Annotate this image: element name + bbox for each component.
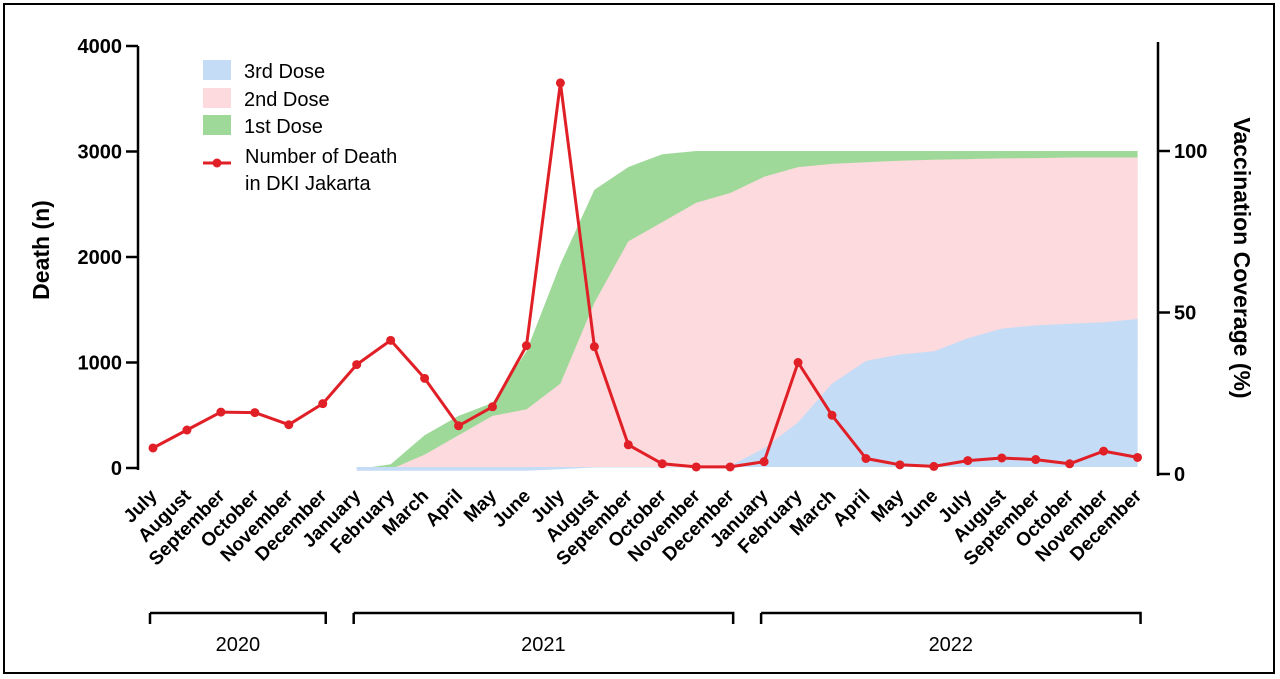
- legend-3rd-dose-swatch: [203, 60, 231, 80]
- death-point: [521, 341, 531, 351]
- left-tick-label: 4000: [78, 36, 123, 58]
- axis-titles: Death (n) Vaccination Coverage (%): [28, 117, 1255, 398]
- month-label: June: [896, 486, 942, 532]
- area-3rd-dose: [356, 319, 1138, 471]
- death-point: [963, 456, 973, 466]
- death-series-line: [152, 81, 1138, 469]
- right-axis-title: Vaccination Coverage (%): [1229, 117, 1255, 398]
- death-point: [793, 358, 803, 367]
- legend-2nd-dose-swatch: [203, 88, 231, 108]
- year-brackets: 2020 2021 2022: [148, 611, 1142, 656]
- year-bracket: [148, 611, 327, 624]
- right-tick-label: 100: [1174, 141, 1207, 163]
- death-point: [555, 78, 565, 88]
- death-point: [488, 402, 497, 412]
- death-point: [386, 335, 396, 345]
- left-tick-label: 2000: [78, 247, 123, 269]
- month-label: April: [422, 486, 467, 531]
- ticks: 0 1000 2000 3000 4000 0 50 100: [78, 36, 1208, 486]
- vaccination-areas: [356, 151, 1138, 471]
- legend-3rd-dose-label: 3rd Dose: [244, 61, 325, 83]
- legend: 3rd Dose 2nd Dose 1st Dose Number of Death i…: [203, 60, 397, 195]
- legend-1st-dose-swatch: [203, 115, 231, 135]
- death-point: [352, 360, 362, 370]
- death-line: [148, 78, 1143, 472]
- death-point: [284, 420, 294, 430]
- year-bracket: [352, 611, 735, 624]
- death-point: [725, 462, 735, 472]
- year-label: 2022: [929, 634, 974, 656]
- death-point: [454, 421, 464, 431]
- death-point: [216, 407, 226, 417]
- year-label: 2020: [216, 634, 261, 656]
- death-point: [148, 443, 158, 453]
- legend-death-marker: [212, 158, 222, 168]
- month-label: June: [489, 486, 535, 532]
- legend-2nd-dose-label: 2nd Dose: [244, 89, 330, 111]
- death-point: [997, 453, 1007, 463]
- death-point: [182, 425, 192, 435]
- death-point: [250, 408, 260, 418]
- death-point: [861, 454, 871, 464]
- right-tick-label: 50: [1174, 303, 1196, 325]
- death-point: [623, 440, 633, 450]
- legend-1st-dose-label: 1st Dose: [244, 116, 323, 138]
- x-axis-labels: JulyAugustSeptemberOctoberNovemberDecemb…: [120, 485, 1147, 570]
- death-point: [1065, 459, 1075, 469]
- year-label: 2021: [521, 634, 566, 656]
- death-point: [827, 410, 837, 420]
- death-point: [759, 457, 769, 467]
- death-point: [929, 461, 939, 471]
- death-point: [420, 373, 430, 383]
- death-point: [1031, 455, 1041, 465]
- legend-death-label: Number of Death: [245, 146, 397, 168]
- legend-death-label: in DKI Jakarta: [245, 173, 371, 195]
- left-axis-title: Death (n): [28, 200, 54, 300]
- left-tick-label: 1000: [78, 353, 123, 375]
- year-bracket: [759, 611, 1142, 624]
- month-label: April: [829, 486, 874, 531]
- left-tick-label: 3000: [78, 142, 123, 164]
- death-point: [657, 459, 667, 469]
- death-point: [318, 399, 328, 409]
- death-point: [895, 460, 905, 470]
- left-tick-label: 0: [111, 458, 122, 480]
- death-point: [691, 462, 701, 472]
- death-point: [1099, 446, 1109, 456]
- death-point: [589, 342, 599, 352]
- right-tick-label: 0: [1174, 464, 1185, 486]
- death-point: [1133, 452, 1143, 462]
- figure-frame: [3, 3, 1275, 674]
